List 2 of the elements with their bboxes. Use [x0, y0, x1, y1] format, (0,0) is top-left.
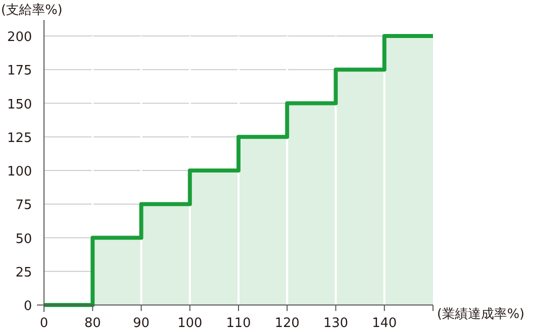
ylabel: (支給率%) — [1, 3, 62, 18]
xlabel: (業績達成率%) — [437, 307, 524, 322]
